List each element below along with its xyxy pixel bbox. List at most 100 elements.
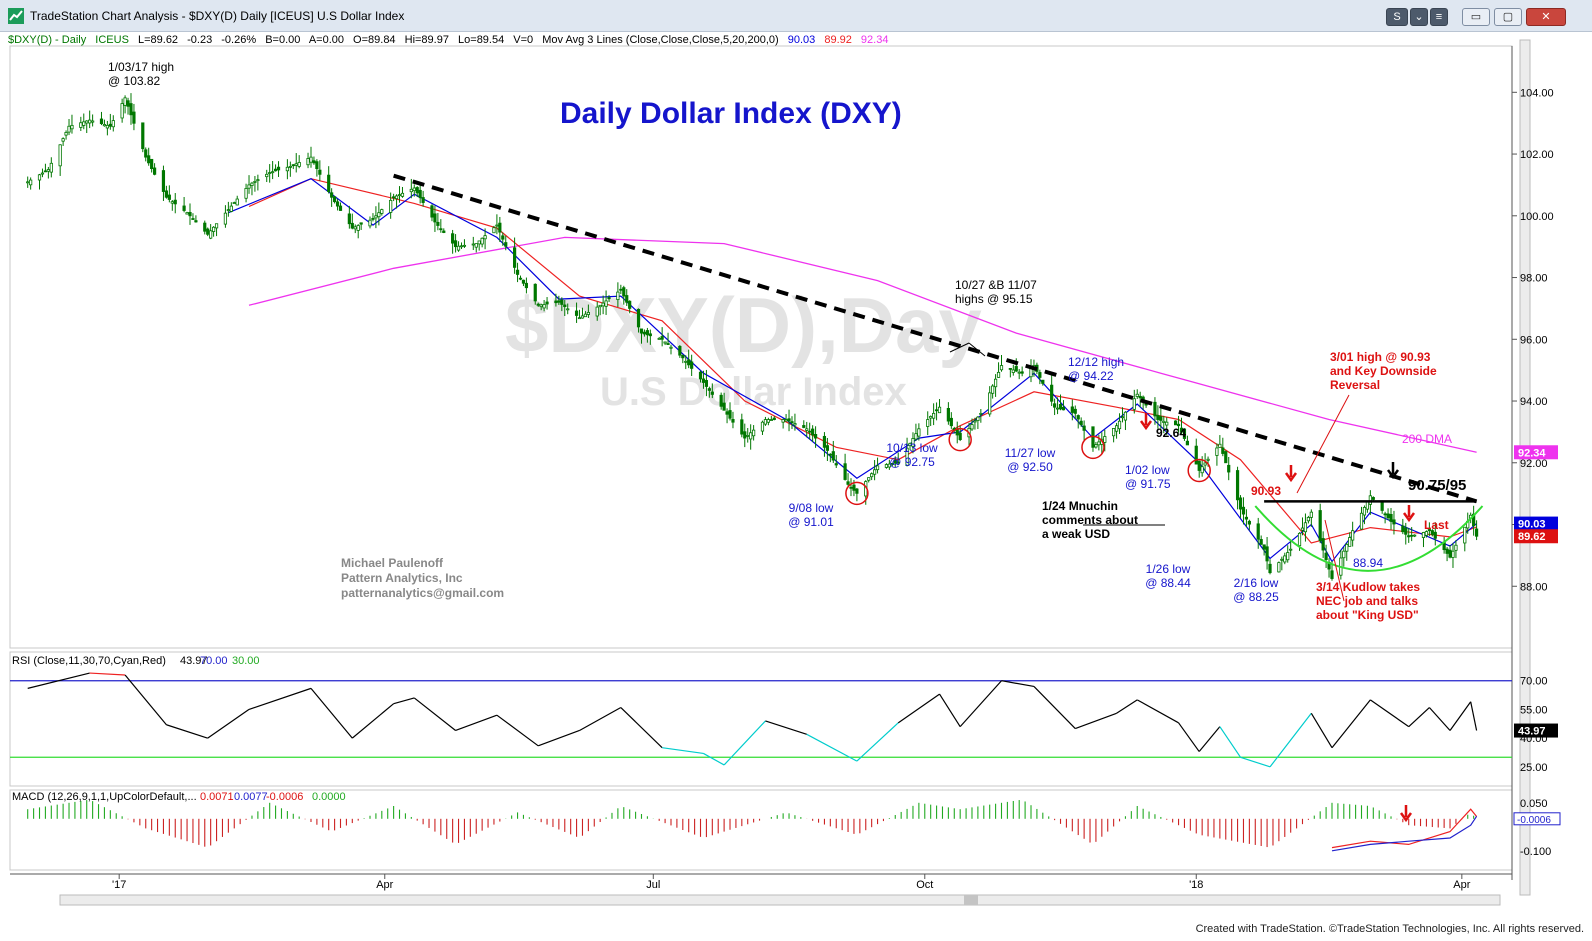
candle-body — [371, 218, 375, 220]
author-credit: patternanalytics@gmail.com — [341, 586, 504, 600]
candle-body — [704, 380, 709, 387]
macd-pane[interactable]: MACD (12,26,9,1,1,UpColorDefault,... 0.00… — [12, 791, 1478, 852]
candle-body — [330, 192, 334, 198]
rsi-legend-value: 43.97 — [180, 655, 208, 667]
candle-body — [955, 428, 959, 436]
candle-body — [586, 311, 590, 315]
vertical-scrollbar[interactable] — [1519, 39, 1531, 896]
symbol-info-bar: $DXY(D) - Daily ICEUS L=89.62 -0.23 -0.2… — [8, 34, 894, 46]
price-pane[interactable] — [26, 93, 1484, 581]
rsi-y-tick-label: 70.00 — [1520, 676, 1548, 688]
candle-body — [102, 124, 107, 127]
candle-body — [88, 119, 92, 124]
candle-body — [515, 269, 520, 275]
rsi-segment — [1428, 707, 1451, 731]
candle-body — [687, 359, 691, 366]
annotation-label: highs @ 95.15 — [955, 292, 1033, 306]
candle-body — [1014, 366, 1018, 372]
horizontal-scrollbar[interactable] — [59, 894, 1501, 906]
candle-body — [1413, 534, 1417, 537]
candle-body — [690, 361, 694, 369]
rsi-y-tick-label: 55.00 — [1520, 704, 1548, 716]
rsi-segment — [496, 714, 539, 747]
candle-body — [312, 160, 316, 164]
candle-body — [1114, 425, 1119, 432]
ask-value: A=0.00 — [308, 34, 344, 46]
x-tick-label: Apr — [376, 879, 393, 891]
candle-body — [250, 182, 254, 186]
candle-body — [1404, 527, 1408, 535]
candle-body — [1359, 512, 1364, 530]
rsi-segment — [662, 747, 704, 755]
candle-body — [433, 213, 437, 223]
rsi-segment — [959, 680, 1002, 728]
candle-body — [1153, 401, 1157, 417]
candle-body — [1103, 436, 1107, 443]
candle-body — [976, 416, 980, 421]
candle-body — [253, 180, 257, 183]
window-titlebar: TradeStation Chart Analysis - $DXY(D) Da… — [0, 0, 1592, 32]
candle-body — [1244, 516, 1249, 520]
candle-body — [1117, 420, 1122, 430]
candle-body — [194, 220, 198, 223]
annotation-label: 9/08 low — [789, 501, 834, 515]
close-button[interactable]: ✕ — [1526, 8, 1566, 26]
candle-body — [1262, 544, 1266, 550]
candle-body — [743, 431, 747, 439]
candle-body — [719, 394, 723, 407]
rsi-last-badge-label: 43.97 — [1518, 726, 1546, 738]
candle-body — [1383, 513, 1387, 516]
candle-body — [185, 212, 189, 215]
price-badge — [1514, 445, 1558, 460]
candle-body — [642, 331, 647, 335]
candle-body — [790, 421, 794, 424]
macd-signal-line — [1331, 815, 1478, 852]
candle-body — [710, 391, 714, 395]
candle-body — [707, 388, 711, 391]
candle-body — [377, 212, 381, 218]
candle-body — [394, 195, 399, 200]
dropdown-button[interactable]: ⌄ — [1410, 8, 1428, 26]
net-change: -0.23 — [187, 34, 213, 46]
rsi-y-tick-label: 25.00 — [1520, 762, 1548, 774]
candle-body — [937, 406, 942, 414]
candle-body — [120, 103, 124, 119]
macd-y-tick-label: -0.100 — [1520, 846, 1551, 858]
menu-button[interactable]: ≡ — [1430, 8, 1448, 26]
horizontal-scrollbar-thumb[interactable] — [964, 895, 978, 905]
candle-body — [628, 300, 632, 309]
rsi-segment — [207, 708, 250, 739]
rsi-segment — [537, 729, 580, 747]
candle-body — [459, 245, 464, 248]
candle-body — [306, 158, 310, 166]
price-y-tick-label: 100.00 — [1520, 211, 1554, 223]
indicator-name[interactable]: Mov Avg 3 Lines (Close,Close,Close,5,20,… — [542, 34, 779, 46]
symbol-link-button[interactable]: S — [1386, 8, 1408, 26]
candle-body — [855, 488, 859, 494]
candle-body — [350, 222, 354, 229]
bid-value: B=0.00 — [265, 34, 301, 46]
annotation-label: 11/27 low — [1005, 446, 1056, 460]
candle-body — [1112, 428, 1116, 437]
price-y-tick-label: 96.00 — [1520, 334, 1548, 346]
candle-body — [1162, 420, 1166, 423]
candle-body — [338, 205, 343, 211]
candle-body — [1330, 570, 1334, 579]
candle-body — [884, 464, 889, 468]
minimize-button[interactable]: ▭ — [1462, 8, 1490, 26]
candle-body — [85, 120, 89, 124]
annotation-label: @ 88.44 — [1145, 576, 1191, 590]
rsi-segment — [1240, 756, 1271, 768]
annotation-pointer — [949, 342, 970, 353]
annotation-label: 90.93 — [1251, 484, 1281, 498]
candle-body — [1351, 530, 1355, 541]
candle-body — [601, 302, 605, 307]
maximize-button[interactable]: ▢ — [1494, 8, 1522, 26]
symbol-name[interactable]: $DXY(D) - Daily — [8, 34, 87, 46]
candle-body — [616, 291, 620, 300]
candle-body — [1265, 546, 1269, 562]
candle-body — [43, 170, 48, 173]
candle-body — [397, 194, 402, 197]
